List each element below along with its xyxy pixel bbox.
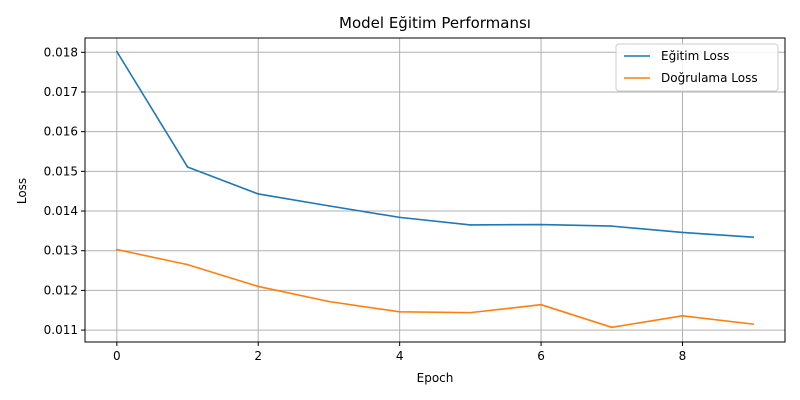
data-point: [116, 50, 118, 53]
legend-label: Doğrulama Loss: [661, 71, 758, 85]
plot-frame: [84, 37, 786, 343]
data-point: [186, 263, 189, 266]
x-tick-label: 0: [113, 349, 121, 363]
x-axis: 0 2 4 6 8: [113, 342, 686, 363]
data-point: [186, 166, 189, 168]
y-tick-label: 0.011: [44, 323, 78, 337]
data-point: [610, 326, 613, 329]
chart-title: Model Eğitim Performansı: [339, 14, 531, 32]
y-tick-label: 0.016: [44, 125, 78, 139]
data-point: [257, 285, 260, 288]
x-tick-label: 8: [679, 349, 687, 363]
y-axis-label: Loss: [15, 178, 29, 204]
legend-box: [615, 43, 779, 92]
data-point: [681, 231, 684, 234]
data-point: [752, 323, 754, 325]
y-tick-label: 0.015: [44, 164, 78, 178]
data-point: [610, 225, 613, 227]
data-point: [469, 224, 472, 226]
data-point: [540, 223, 542, 226]
data-point: [328, 205, 330, 207]
x-tick-label: 2: [254, 349, 262, 363]
y-tick-label: 0.018: [44, 45, 78, 59]
data-point: [469, 311, 472, 314]
x-tick-label: 6: [537, 349, 545, 363]
legend-label: Eğitim Loss: [661, 49, 729, 63]
data-point: [328, 300, 330, 303]
data-point: [540, 303, 542, 306]
series-line-0: [116, 50, 754, 239]
series-line-1: [116, 248, 754, 329]
y-axis: 0.011 0.012 0.013 0.014 0.015 0.016 0.017 0.018: [44, 45, 85, 337]
data-point: [116, 248, 118, 251]
data-point: [752, 236, 754, 239]
x-tick-label: 4: [396, 349, 404, 363]
y-tick-label: 0.013: [44, 244, 78, 258]
series-layer: [116, 50, 754, 329]
y-tick-label: 0.014: [44, 204, 78, 218]
y-tick-label: 0.012: [44, 283, 78, 297]
data-point: [398, 216, 401, 219]
legend: Eğitim Loss Doğrulama Loss: [615, 43, 779, 92]
data-point: [398, 311, 401, 313]
data-point: [681, 315, 684, 317]
data-point: [257, 193, 260, 195]
y-tick-label: 0.017: [44, 85, 78, 99]
x-axis-label: Epoch: [417, 371, 454, 385]
